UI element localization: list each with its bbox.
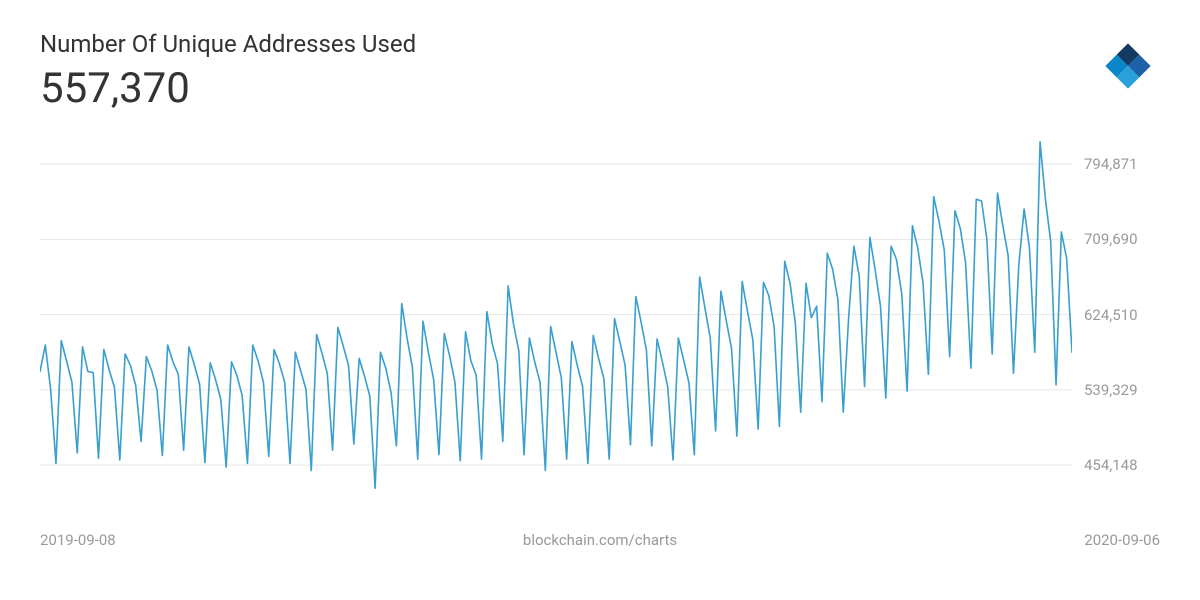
y-tick-label: 539,329 (1084, 381, 1138, 399)
chart-area: 454,148 539,329 624,510 709,690 794,871 (40, 133, 1160, 513)
x-start-label: 2019-09-08 (40, 531, 116, 549)
x-end-label: 2020-09-06 (1084, 531, 1160, 549)
chart-value: 557,370 (40, 64, 1096, 113)
y-tick-label: 794,871 (1084, 155, 1138, 173)
header-text: Number Of Unique Addresses Used 557,370 (40, 30, 1096, 113)
blockchain-logo-icon (1096, 34, 1160, 98)
y-tick-label: 709,690 (1084, 230, 1138, 248)
chart-container: Number Of Unique Addresses Used 557,370 … (0, 0, 1200, 600)
chart-svg (40, 133, 1072, 513)
source-label: blockchain.com/charts (116, 531, 1085, 549)
y-axis-labels: 454,148 539,329 624,510 709,690 794,871 (1072, 133, 1160, 513)
plot-area (40, 133, 1072, 513)
y-tick-label: 624,510 (1084, 306, 1138, 324)
logo-svg (1096, 34, 1160, 98)
y-tick-label: 454,148 (1084, 456, 1138, 474)
footer: 2019-09-08 blockchain.com/charts 2020-09… (40, 531, 1160, 549)
header: Number Of Unique Addresses Used 557,370 (40, 30, 1160, 113)
chart-title: Number Of Unique Addresses Used (40, 30, 1096, 58)
